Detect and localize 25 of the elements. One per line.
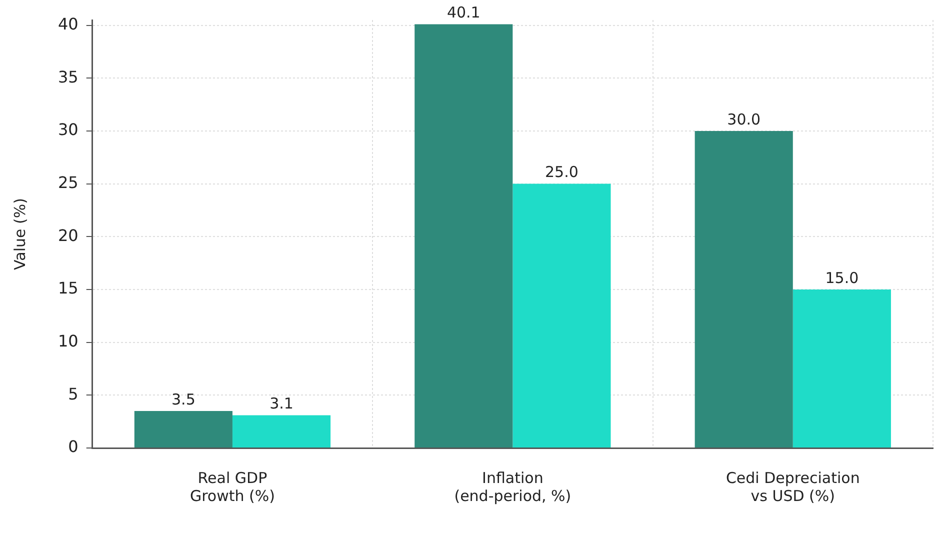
- y-axis-title: Value (%): [10, 198, 29, 270]
- y-tick-label: 10: [58, 331, 78, 350]
- y-tick-label: 0: [68, 437, 78, 456]
- bar: [512, 184, 611, 448]
- bar: [694, 130, 793, 448]
- y-tick-label: 15: [58, 278, 78, 298]
- data-label: 3.1: [270, 394, 294, 413]
- y-tick-label: 25: [58, 172, 78, 192]
- bar: [134, 411, 232, 448]
- x-tick-label: Cedi Depreciation vs USD (%): [726, 468, 860, 505]
- data-label: 3.5: [172, 390, 196, 408]
- data-label: 40.1: [446, 4, 480, 22]
- y-tick-label: 35: [58, 67, 78, 86]
- data-label: 25.0: [545, 163, 578, 182]
- y-tick-label: 40: [58, 14, 78, 34]
- bar: [792, 289, 891, 448]
- data-label: 15.0: [825, 268, 859, 287]
- y-tick-label: 30: [58, 120, 78, 140]
- x-tick-label: Inflation (end-period, %): [454, 468, 572, 505]
- data-label: 30.0: [727, 110, 761, 128]
- y-tick-label: 20: [58, 226, 78, 245]
- x-tick-label: Real GDP Growth (%): [190, 468, 275, 505]
- bar: [232, 415, 331, 448]
- y-tick-label: 5: [68, 384, 78, 404]
- bar: [414, 24, 513, 448]
